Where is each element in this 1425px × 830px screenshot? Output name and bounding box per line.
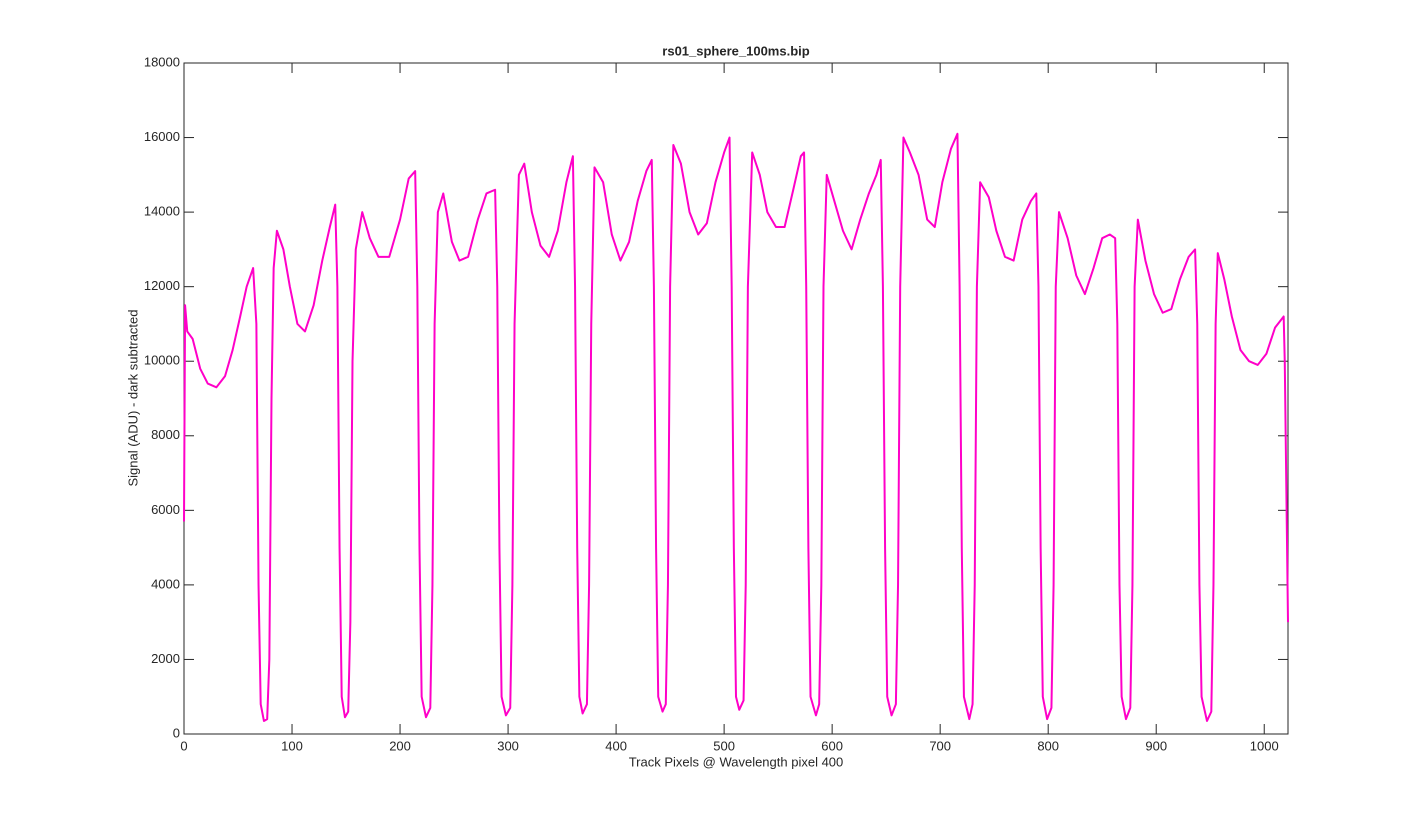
y-tick-label: 4000: [151, 576, 180, 591]
x-tick-label: 300: [497, 738, 519, 753]
x-tick-label: 600: [821, 738, 843, 753]
y-tick-label: 14000: [144, 204, 180, 219]
x-tick-label: 800: [1037, 738, 1059, 753]
y-tick-label: 12000: [144, 278, 180, 293]
y-tick-label: 0: [173, 725, 180, 740]
y-tick-label: 8000: [151, 427, 180, 442]
data-line: [183, 132, 1289, 722]
x-axis-label: Track Pixels @ Wavelength pixel 400: [629, 754, 844, 769]
y-tick-label: 10000: [144, 353, 180, 368]
y-axis-label: Signal (ADU) - dark subtracted: [125, 309, 140, 486]
x-tick-label: 400: [605, 738, 627, 753]
y-tick-label: 16000: [144, 129, 180, 144]
chart-title: rs01_sphere_100ms.bip: [662, 43, 809, 58]
y-tick-label: 6000: [151, 502, 180, 517]
x-tick-label: 200: [389, 738, 411, 753]
y-tick-label: 18000: [144, 54, 180, 69]
x-tick-label: 700: [929, 738, 951, 753]
x-tick-label: 900: [1145, 738, 1167, 753]
x-tick-label: 1000: [1250, 738, 1279, 753]
y-tick-label: 2000: [151, 651, 180, 666]
x-tick-label: 100: [281, 738, 303, 753]
plot-box: [183, 62, 1289, 735]
x-tick-label: 0: [180, 738, 187, 753]
x-tick-label: 500: [713, 738, 735, 753]
